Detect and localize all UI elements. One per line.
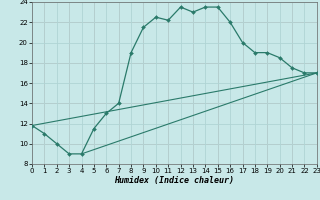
X-axis label: Humidex (Indice chaleur): Humidex (Indice chaleur) (115, 176, 234, 185)
